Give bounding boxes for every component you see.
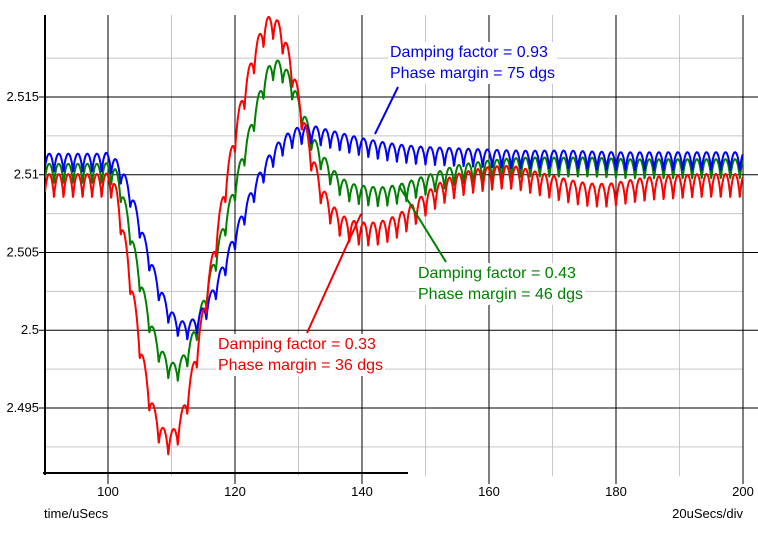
annotation-line-1: Damping factor = 0.93 bbox=[390, 44, 548, 61]
x-tick-label: 200 bbox=[732, 484, 754, 499]
x-tick-label: 180 bbox=[605, 484, 627, 499]
leader-line-1 bbox=[398, 185, 447, 263]
axes bbox=[43, 15, 408, 475]
annotation-line-2: Phase margin = 36 dgs bbox=[218, 357, 383, 374]
tick-labels: 100 120 140 160 180 200 2.515 2.51 2.505 2.5 2.495 bbox=[6, 89, 753, 499]
annotation-line-1: Damping factor = 0.43 bbox=[418, 265, 576, 282]
x-axis-line bbox=[43, 472, 408, 474]
curves bbox=[45, 15, 744, 456]
annotation-leader-lines bbox=[306, 86, 447, 334]
leader-line-2 bbox=[306, 213, 362, 334]
series-curve-2 bbox=[45, 15, 744, 456]
y-tick-label: 2.515 bbox=[6, 89, 39, 104]
x-tick-label: 140 bbox=[351, 484, 373, 499]
leader-line-0 bbox=[374, 86, 399, 135]
x-axis-label: time/uSecs bbox=[44, 506, 109, 521]
series-curve-1 bbox=[45, 124, 744, 341]
annotation-line-1: Damping factor = 0.33 bbox=[218, 336, 376, 353]
annotation-damping-0.93: Damping factor = 0.93 Phase margin = 75 … bbox=[388, 42, 557, 84]
x-tick-label: 100 bbox=[97, 484, 119, 499]
series-curve-0 bbox=[45, 59, 744, 382]
y-tick-label: 2.51 bbox=[14, 167, 39, 182]
y-tick-label: 2.5 bbox=[21, 322, 39, 337]
annotation-line-2: Phase margin = 75 dgs bbox=[390, 65, 555, 82]
y-tick-label: 2.505 bbox=[6, 244, 39, 259]
annotation-damping-0.43: Damping factor = 0.43 Phase margin = 46 … bbox=[416, 263, 585, 305]
y-tick-label: 2.495 bbox=[6, 400, 39, 415]
annotation-line-2: Phase margin = 46 dgs bbox=[418, 286, 583, 303]
x-tick-label: 160 bbox=[478, 484, 500, 499]
y-axis-line bbox=[44, 15, 46, 475]
annotation-damping-0.33: Damping factor = 0.33 Phase margin = 36 … bbox=[216, 334, 385, 376]
x-tick-label: 120 bbox=[224, 484, 246, 499]
x-scale-label: 20uSecs/div bbox=[672, 506, 743, 521]
